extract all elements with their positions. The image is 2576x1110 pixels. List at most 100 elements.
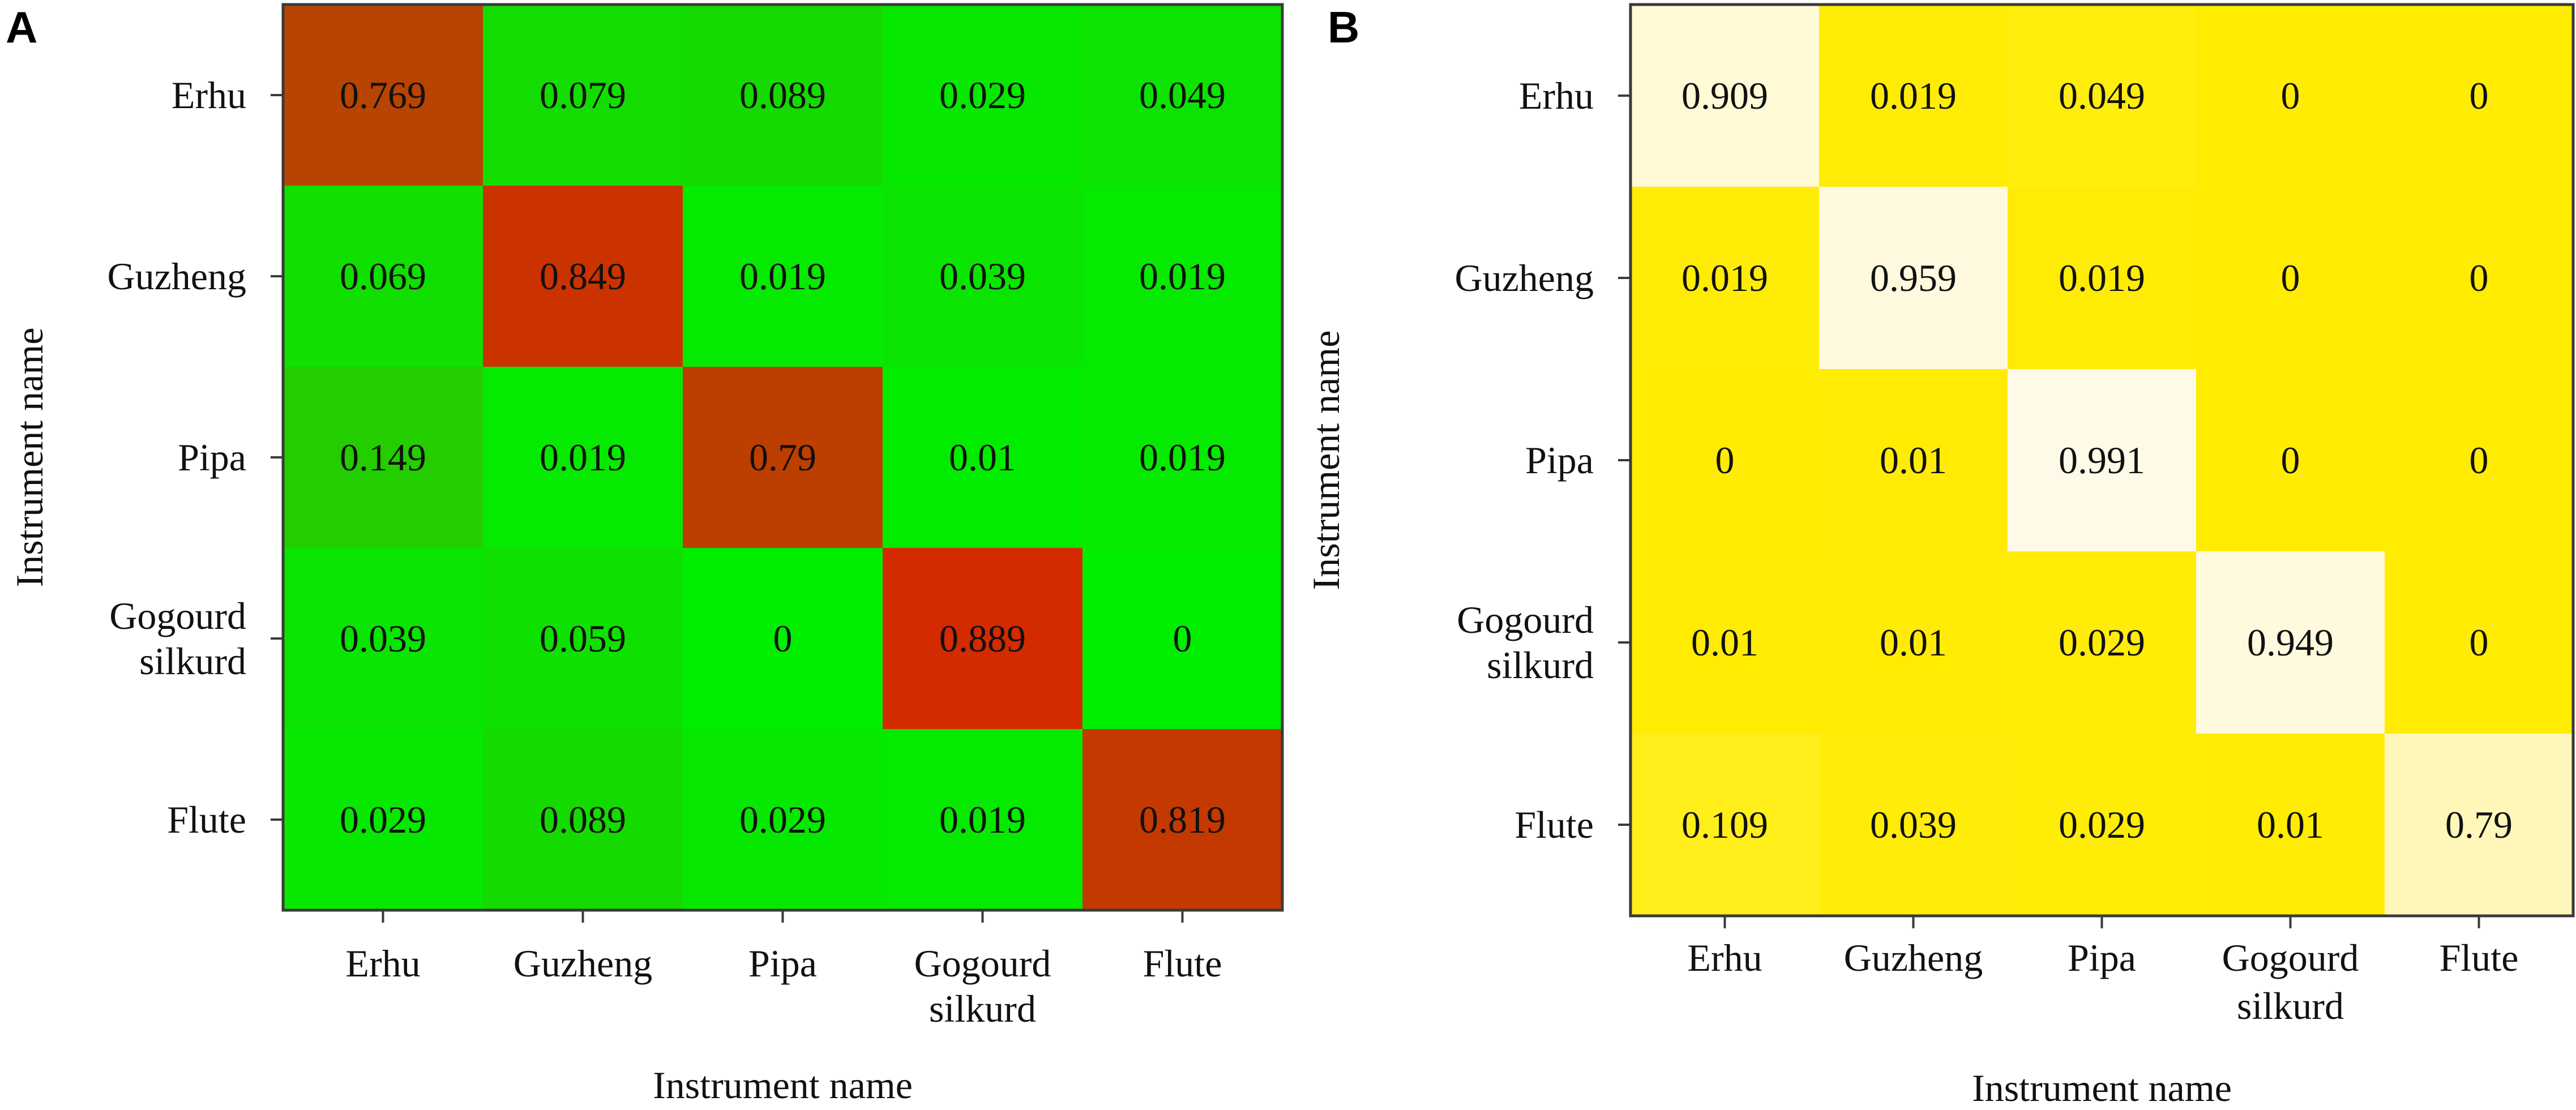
heatmap-cell: [2385, 734, 2574, 916]
heatmap-cell: [883, 367, 1083, 548]
heatmap-cell: [2196, 369, 2385, 552]
heatmap-cell: [883, 729, 1083, 911]
y-tick-label: Erhu: [1519, 74, 1594, 117]
cell-value-label: 0.089: [739, 74, 826, 117]
heatmap-cell: [1082, 367, 1283, 548]
cell-value-label: 0.029: [939, 74, 1026, 117]
cell-value-label: 0.959: [1870, 256, 1957, 299]
cell-value-label: 0.019: [739, 255, 826, 298]
cell-value-label: 0.069: [340, 255, 426, 298]
x-tick-label: Pipa: [748, 942, 817, 985]
cell-value-label: 0: [1715, 439, 1735, 482]
cell-value-label: 0.949: [2247, 621, 2334, 664]
heatmap-cell: [2385, 551, 2574, 734]
cell-value-label: 0.029: [2059, 621, 2145, 664]
panel-letter: B: [1328, 2, 1359, 52]
cell-value-label: 0.01: [1880, 439, 1947, 482]
x-tick-label: Guzheng: [1844, 936, 1983, 979]
heatmap-cell: [2196, 5, 2385, 187]
cell-value-label: 0: [773, 617, 793, 660]
heatmap-cell: [483, 367, 683, 548]
x-tick-label: Guzheng: [514, 942, 652, 985]
cell-value-label: 0.01: [1880, 621, 1947, 664]
heatmap-cell: [2196, 187, 2385, 370]
cell-value-label: 0.019: [540, 436, 626, 479]
heatmap-cell: [683, 186, 883, 367]
heatmap-cell: [1819, 734, 2008, 916]
cell-value-label: 0.079: [540, 74, 626, 117]
panel-letter: A: [6, 2, 37, 52]
cell-value-label: 0: [1173, 617, 1192, 660]
cell-value-label: 0.889: [939, 617, 1026, 660]
heatmap-cell: [1819, 369, 2008, 552]
y-tick-label: Pipa: [1525, 439, 1594, 482]
heatmap-cell: [883, 186, 1083, 367]
y-axis-label: Instrument name: [1304, 331, 1347, 590]
x-tick-label: Gogourd silkurd: [2222, 936, 2359, 1027]
cell-value-label: 0.79: [2445, 803, 2513, 846]
heatmap-cell: [2196, 551, 2385, 734]
cell-value-label: 0.01: [1691, 621, 1758, 664]
heatmap-cell: [483, 548, 683, 730]
y-tick-label: Gogourd silkurd: [109, 594, 246, 683]
cell-value-label: 0.029: [739, 798, 826, 841]
heatmap-cell: [2008, 551, 2197, 734]
x-axis-label: Instrument name: [1972, 1066, 2232, 1109]
cell-value-label: 0.019: [2059, 256, 2145, 299]
heatmap-cell: [1819, 5, 2008, 187]
cell-value-label: 0: [2281, 74, 2300, 117]
heatmap-cell: [283, 548, 483, 730]
heatmap-cell: [1082, 5, 1283, 186]
heatmap-cell: [2385, 187, 2574, 370]
heatmap-cell: [1082, 548, 1283, 730]
cell-value-label: 0.109: [1681, 803, 1768, 846]
y-tick-label: Pipa: [178, 436, 246, 479]
cell-value-label: 0.029: [2059, 803, 2145, 846]
cell-value-label: 0.769: [340, 74, 426, 117]
y-axis-label: Instrument name: [8, 328, 51, 588]
heatmap-cell: [483, 5, 683, 186]
cell-value-label: 0: [2281, 439, 2300, 482]
heatmap-cell: [1819, 187, 2008, 370]
cell-value-label: 0.019: [939, 798, 1026, 841]
heatmap-cell: [1631, 187, 1820, 370]
y-tick-label: Flute: [1514, 803, 1594, 846]
cell-value-label: 0.849: [540, 255, 626, 298]
heatmap-cell: [1631, 5, 1820, 187]
heatmap-cell: [883, 548, 1083, 730]
heatmap-cell: [683, 367, 883, 548]
heatmap-cell: [1631, 734, 1820, 916]
heatmap-cell: [483, 729, 683, 911]
heatmap-cell: [683, 548, 883, 730]
cell-value-label: 0.819: [1139, 798, 1226, 841]
cell-value-label: 0: [2281, 256, 2300, 299]
cell-value-label: 0.149: [340, 436, 426, 479]
y-tick-label: Guzheng: [108, 255, 246, 298]
cell-value-label: 0.019: [1870, 74, 1957, 117]
y-tick-label: Erhu: [172, 74, 246, 117]
heatmap-cells: 0.769 0.079 0.089 0.029 0.049 0.069 0.849 0.019…: [283, 5, 1283, 911]
heatmap-cell: [283, 5, 483, 186]
heatmap-cell: [283, 186, 483, 367]
heatmap-cell: [1082, 186, 1283, 367]
cell-value-label: 0.039: [939, 255, 1026, 298]
cell-value-label: 0.019: [1139, 255, 1226, 298]
cell-value-label: 0.019: [1139, 436, 1226, 479]
x-tick-label: Gogourd silkurd: [914, 942, 1051, 1030]
x-tick-label: Erhu: [345, 942, 420, 985]
heatmap-cell: [683, 729, 883, 911]
heatmap-cell: [1082, 729, 1283, 911]
heatmap-cell: [283, 367, 483, 548]
heatmap-cell: [683, 5, 883, 186]
heatmap-cell: [483, 186, 683, 367]
cell-value-label: 0.909: [1681, 74, 1768, 117]
heatmap-cells: 0.909 0.019 0.049 0 0 0.019 0.959 0.019 0 0 0 0.01 0…: [1631, 5, 2574, 916]
heatmap-cell: [2008, 5, 2197, 187]
heatmap-cell: [1819, 551, 2008, 734]
x-tick-label: Pipa: [2068, 936, 2136, 979]
cell-value-label: 0: [2470, 256, 2489, 299]
x-tick-label: Flute: [1143, 942, 1222, 985]
cell-value-label: 0.01: [2257, 803, 2324, 846]
heatmap-cell: [2008, 734, 2197, 916]
